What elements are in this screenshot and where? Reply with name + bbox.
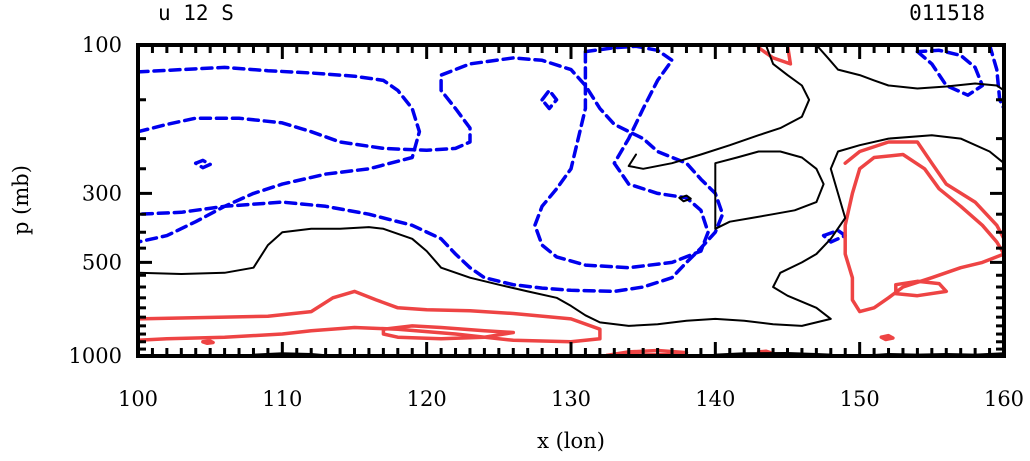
y-axis-label: p (mb) xyxy=(9,165,33,235)
contour-positive-5 xyxy=(843,140,1004,241)
x-axis-label: x (lon) xyxy=(537,429,605,453)
y-tick-label: 100 xyxy=(82,33,122,57)
chart-date-label: 011518 xyxy=(909,1,985,25)
x-tick-label: 150 xyxy=(840,387,880,411)
contour-negative-2 xyxy=(533,45,710,270)
contour-zero-4 xyxy=(678,194,692,203)
contour-negative-7 xyxy=(193,158,212,170)
y-tick-label: 500 xyxy=(82,250,122,274)
contour-positive-0 xyxy=(138,289,602,344)
y-tick-label: 1000 xyxy=(69,344,122,368)
contour-layer xyxy=(138,45,1004,356)
x-tick-label: 100 xyxy=(118,387,158,411)
x-tick-label: 140 xyxy=(695,387,735,411)
contour-positive-3 xyxy=(756,45,793,66)
x-tick-label: 110 xyxy=(262,387,302,411)
x-tick-label: 160 xyxy=(984,387,1024,411)
contour-positive-6 xyxy=(894,279,949,298)
y-tick-label: 300 xyxy=(82,181,122,205)
contour-positive-4 xyxy=(843,152,1004,314)
x-tick-label: 120 xyxy=(407,387,447,411)
plot-frame xyxy=(136,43,1006,358)
contour-positive-1 xyxy=(381,324,516,341)
contour-positive-9 xyxy=(201,339,215,346)
contour-negative-6 xyxy=(540,88,559,111)
contour-negative-1 xyxy=(138,56,725,294)
contour-positive-7 xyxy=(879,333,895,342)
contour-negative-0 xyxy=(138,65,422,244)
contour-zero-1 xyxy=(714,150,825,230)
contour-zero-0 xyxy=(138,134,1004,327)
contour-zero-2 xyxy=(627,45,811,170)
chart-title: u 12 S xyxy=(158,1,234,25)
contour-negative-4 xyxy=(987,45,1004,111)
y-tick-labels: 100 300 500 1000 xyxy=(69,33,122,368)
x-tick-label: 130 xyxy=(551,387,591,411)
x-tick-labels: 100 110 120 130 140 150 160 xyxy=(118,387,1024,411)
contour-zero-3 xyxy=(815,45,1004,92)
